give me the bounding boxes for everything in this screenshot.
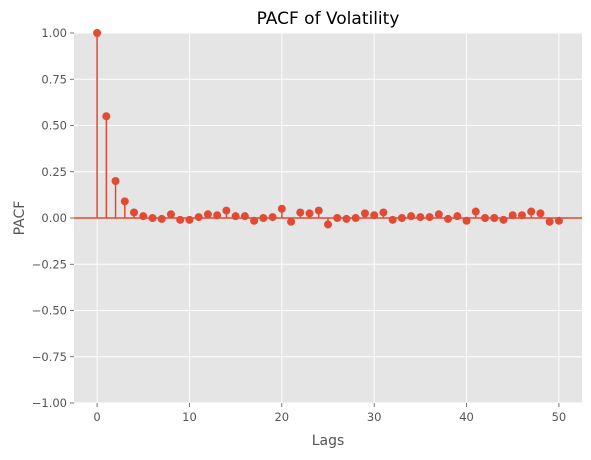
stem-marker: [296, 208, 305, 217]
stem-marker: [388, 215, 397, 224]
stem-marker: [499, 215, 508, 224]
stem-marker: [277, 204, 286, 213]
y-tick-label: −1.00: [32, 396, 67, 410]
stem-marker: [536, 209, 545, 218]
x-tick-label: 40: [459, 410, 474, 424]
stem-marker: [314, 206, 323, 215]
y-tick-label: 0.75: [41, 72, 67, 86]
stem-marker: [213, 211, 222, 220]
stem-marker: [434, 210, 443, 219]
x-tick-label: 10: [182, 410, 197, 424]
stem-marker: [203, 210, 212, 219]
stem-marker: [287, 217, 296, 226]
stem-marker: [194, 213, 203, 222]
stem-marker: [176, 215, 185, 224]
stem-marker: [185, 215, 194, 224]
y-axis-label: PACF: [12, 201, 28, 236]
stem-marker: [102, 112, 111, 121]
stem-marker: [342, 214, 351, 223]
stem-marker: [324, 220, 332, 229]
stem-marker: [508, 211, 517, 220]
stem-marker: [305, 209, 314, 218]
stem-marker: [120, 197, 129, 206]
y-tick-label: −0.75: [32, 350, 67, 364]
markers: [93, 29, 563, 229]
stem-marker: [471, 207, 480, 216]
stem-marker: [268, 213, 277, 222]
stem-marker: [240, 212, 249, 221]
y-tick-label: 0.50: [41, 119, 67, 133]
stem-marker: [130, 208, 139, 217]
stem-marker: [490, 214, 499, 222]
stem-marker: [407, 212, 416, 221]
stem-marker: [370, 211, 379, 220]
stem-marker: [111, 177, 120, 185]
x-tick-label: 50: [552, 410, 567, 424]
stem-marker: [360, 209, 369, 218]
stem-marker: [527, 207, 536, 216]
y-tick-label: −0.25: [32, 257, 67, 271]
x-tick-label: 0: [93, 410, 100, 424]
stem-marker: [517, 211, 526, 220]
stem-marker: [545, 217, 554, 226]
y-tick-label: −0.50: [32, 304, 67, 318]
stem-marker: [231, 212, 240, 221]
x-axis-ticks: 0 10 20 30 40 50: [93, 403, 566, 424]
stem-marker: [397, 214, 406, 222]
y-axis-ticks: −1.00 −0.75 −0.50 −0.25 0.00 0.25 0.50 0.75 1.00: [32, 26, 74, 410]
stem-marker: [259, 214, 268, 222]
stem-marker: [139, 212, 148, 221]
stem-marker: [416, 213, 425, 222]
stem-marker: [481, 214, 490, 222]
stem-marker: [453, 212, 462, 221]
stem-marker: [554, 216, 563, 225]
stem-marker: [425, 213, 434, 222]
y-tick-label: 0.00: [41, 211, 67, 225]
x-tick-label: 30: [367, 410, 382, 424]
stem-marker: [157, 214, 166, 223]
stem-marker: [333, 214, 342, 222]
stem-marker: [379, 208, 388, 217]
stem-marker: [444, 214, 453, 223]
chart-title: PACF of Volatility: [257, 9, 400, 29]
y-tick-label: 0.25: [41, 165, 67, 179]
stem-marker: [250, 216, 259, 225]
stem-marker: [462, 216, 471, 225]
x-axis-label: Lags: [312, 433, 345, 449]
stem-marker: [148, 214, 157, 222]
stem-marker: [93, 29, 102, 37]
stem-marker: [166, 210, 175, 219]
y-tick-label: 1.00: [41, 26, 67, 40]
stem-marker: [351, 214, 360, 222]
stem-marker: [222, 206, 231, 215]
x-tick-label: 20: [274, 410, 289, 424]
